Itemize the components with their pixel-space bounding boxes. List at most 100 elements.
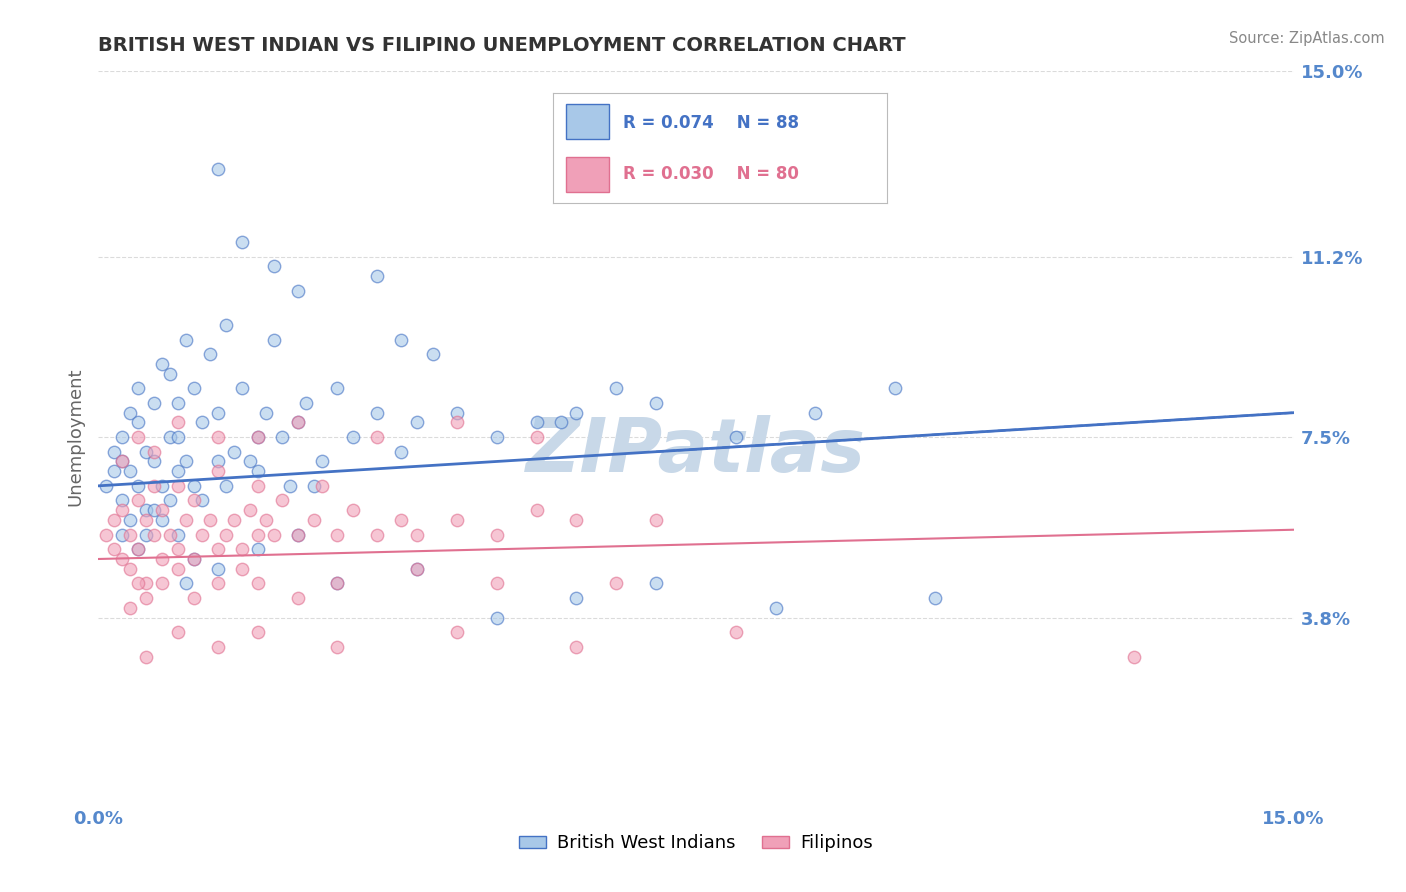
Point xyxy=(263,333,285,347)
Point xyxy=(167,396,190,410)
Point xyxy=(924,591,946,605)
Point xyxy=(550,416,572,430)
Point xyxy=(215,318,238,332)
Point xyxy=(135,527,157,541)
Point xyxy=(287,527,309,541)
Point xyxy=(167,479,190,493)
Point xyxy=(302,513,325,527)
Point xyxy=(446,406,468,420)
Point xyxy=(287,527,309,541)
Point xyxy=(167,527,190,541)
Point xyxy=(183,552,205,566)
Point xyxy=(645,513,668,527)
Point xyxy=(239,503,262,517)
Point xyxy=(135,513,157,527)
Point xyxy=(485,576,508,591)
Point xyxy=(222,444,245,458)
Point xyxy=(263,260,285,274)
Point xyxy=(150,552,173,566)
Point xyxy=(215,527,238,541)
Point xyxy=(526,416,548,430)
Point xyxy=(111,430,134,444)
Point xyxy=(342,430,364,444)
Point xyxy=(191,416,214,430)
Y-axis label: Unemployment: Unemployment xyxy=(66,368,84,507)
Point xyxy=(207,430,229,444)
Point xyxy=(326,576,349,591)
Point xyxy=(135,649,157,664)
Point xyxy=(406,527,429,541)
Point xyxy=(565,591,588,605)
Point xyxy=(120,527,142,541)
Point xyxy=(198,347,221,361)
Point xyxy=(127,430,149,444)
Point xyxy=(127,493,149,508)
Point xyxy=(485,430,508,444)
Point xyxy=(143,454,166,468)
Point xyxy=(287,284,309,298)
Point xyxy=(135,503,157,517)
Point xyxy=(294,396,316,410)
Point xyxy=(167,464,190,478)
Point xyxy=(120,600,142,615)
Point xyxy=(724,625,747,640)
Point xyxy=(239,454,262,468)
Point xyxy=(127,576,149,591)
Point xyxy=(111,503,134,517)
Point xyxy=(246,430,269,444)
Point xyxy=(254,406,277,420)
Point xyxy=(111,454,134,468)
Point xyxy=(804,406,827,420)
Point xyxy=(207,406,229,420)
Point xyxy=(150,513,173,527)
Point xyxy=(120,562,142,576)
Point xyxy=(724,430,747,444)
Point xyxy=(127,542,149,557)
Point xyxy=(526,503,548,517)
Point xyxy=(174,513,197,527)
Point xyxy=(167,562,190,576)
Point xyxy=(174,454,197,468)
Point xyxy=(191,493,214,508)
Point xyxy=(645,396,668,410)
Point xyxy=(207,640,229,654)
Point xyxy=(406,562,429,576)
Point xyxy=(326,576,349,591)
Point xyxy=(207,464,229,478)
Point xyxy=(446,513,468,527)
Point xyxy=(485,610,508,624)
Point xyxy=(103,513,125,527)
Point xyxy=(287,591,309,605)
Point xyxy=(127,381,149,395)
Point xyxy=(143,396,166,410)
Point xyxy=(207,542,229,557)
Point xyxy=(167,542,190,557)
Point xyxy=(135,591,157,605)
Point xyxy=(287,416,309,430)
Point xyxy=(389,444,412,458)
Point xyxy=(111,552,134,566)
Point xyxy=(183,552,205,566)
Point xyxy=(246,625,269,640)
Point xyxy=(406,416,429,430)
Point xyxy=(422,347,444,361)
Point xyxy=(207,576,229,591)
Point xyxy=(645,576,668,591)
Point xyxy=(287,416,309,430)
Point xyxy=(311,454,333,468)
Point xyxy=(270,493,292,508)
Point xyxy=(103,464,125,478)
Point xyxy=(326,381,349,395)
Legend: British West Indians, Filipinos: British West Indians, Filipinos xyxy=(512,827,880,860)
Point xyxy=(207,161,229,176)
Point xyxy=(366,430,388,444)
Point xyxy=(143,503,166,517)
Point xyxy=(326,527,349,541)
Point xyxy=(565,513,588,527)
Point xyxy=(215,479,238,493)
Point xyxy=(207,562,229,576)
Point xyxy=(270,430,292,444)
Point xyxy=(183,381,205,395)
Point xyxy=(127,416,149,430)
Point xyxy=(605,576,627,591)
